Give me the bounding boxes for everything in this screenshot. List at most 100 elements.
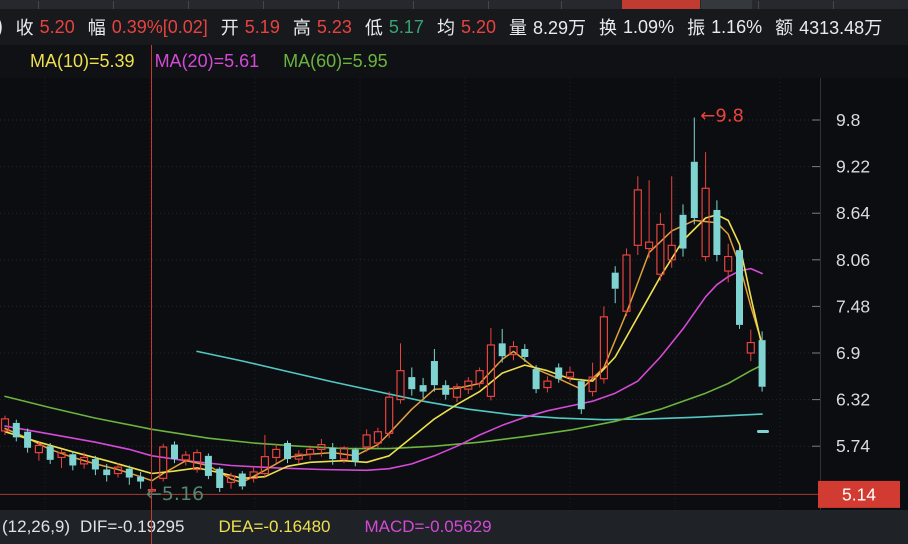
candle-body (396, 370, 405, 401)
tab-divider (113, 1, 114, 9)
tab-divider (413, 1, 414, 9)
tab-divider (561, 1, 562, 9)
candle-body (306, 448, 315, 455)
quote-value-change: 0.39%[0.02] (111, 16, 208, 37)
candle-body (0, 418, 10, 432)
candle-body (656, 223, 665, 275)
quote-label-turnover-rate: 换 (599, 18, 618, 38)
quote-value-open: 5.19 (244, 16, 280, 37)
candle-body (633, 189, 642, 246)
quote-label-high: 高 (292, 18, 311, 38)
quote-label-avg: 均 (436, 18, 455, 38)
candle-body (193, 452, 202, 471)
ma60-legend: MA(60)=5.95 (283, 51, 388, 71)
candle-body (272, 448, 281, 459)
candle-body (46, 446, 54, 460)
quote-label-amount: 额 (775, 18, 794, 38)
quote-value-low: 5.17 (388, 16, 424, 37)
candle-body (464, 380, 473, 390)
candle-body (611, 272, 619, 289)
candle-body (385, 396, 394, 434)
candle-body (736, 250, 743, 325)
candle-body (226, 475, 236, 483)
candle-body (746, 341, 755, 354)
candle-body (249, 471, 258, 479)
candle-body (373, 431, 382, 444)
quote-label-open: 开 (220, 18, 239, 38)
macd-info-bar: (12,26,9) DIF=-0.19295 DEA=-0.16480 MACD… (0, 510, 908, 544)
crosshair-vertical-line (151, 45, 152, 544)
price-annotation: ←5.16 (146, 483, 204, 505)
y-axis-label: 7.48 (836, 296, 870, 316)
macd-macd-value: MACD=-0.05629 (364, 517, 492, 536)
kline-plot[interactable]: 9.8 9.22 8.64 8.06 7.48 6.9 6.32 5.74 5.14 ←9.8 ←5… (0, 78, 908, 510)
last-price-box (818, 480, 900, 508)
candle-body (498, 343, 506, 357)
candle-body (284, 442, 291, 460)
quote-value-amplitude: 1.16% (711, 16, 763, 37)
candle-body (690, 161, 698, 219)
quote-label-low: 低 (364, 18, 383, 38)
y-axis-label: 9.22 (836, 157, 870, 177)
candle-body (509, 345, 518, 356)
active-tab-segment[interactable] (622, 0, 700, 9)
right-edge-dash-marker (757, 430, 769, 433)
quote-label-close: 收 (15, 18, 34, 38)
candle-body (408, 377, 416, 390)
y-axis-label: 5.74 (836, 436, 870, 456)
tab-divider (38, 1, 39, 9)
candle-body (679, 214, 687, 249)
quote-value-volume: 8.29万 (532, 18, 587, 38)
candle-body (125, 468, 133, 478)
candle-body (294, 453, 303, 460)
quote-info-bar: ) 收 5.20 幅 0.39%[0.02] 开 5.19 高 5.23 低 5… (0, 9, 908, 45)
candle-body (713, 209, 721, 255)
candle-body (758, 340, 766, 387)
candle-body (34, 444, 44, 454)
candle-body (159, 446, 168, 479)
candle-body (137, 476, 145, 482)
ma-legend-bar: MA(10)=5.39 MA(20)=5.61 MA(60)=5.95 (0, 45, 908, 78)
candle-body (701, 187, 710, 258)
candle-body (12, 422, 20, 438)
last-price-label: 5.14 (842, 484, 876, 504)
candle-body (339, 447, 349, 460)
quote-label-change: 幅 (87, 18, 106, 38)
candle-body (238, 473, 246, 487)
candle-body (486, 344, 495, 397)
candle-body (69, 454, 77, 466)
y-axis-label: 6.32 (836, 390, 870, 410)
candle-body (667, 244, 676, 261)
tab-divider (263, 1, 264, 9)
candle-body (419, 385, 427, 392)
candle-body (644, 241, 654, 250)
candle-body (260, 456, 269, 475)
candle-body (430, 361, 438, 386)
hovered-tab-segment[interactable] (701, 0, 752, 9)
quote-value-avg: 5.20 (460, 16, 496, 37)
candle-body (555, 367, 563, 379)
candle-body (565, 371, 575, 378)
candle-body (57, 452, 66, 459)
quote-value-close: 5.20 (39, 16, 75, 37)
kline-chart[interactable]: 9.8 9.22 8.64 8.06 7.48 6.9 6.32 5.74 5.14 ←9.8 ←5… (0, 78, 908, 510)
top-tab-strip[interactable] (0, 0, 908, 9)
y-axis-label: 8.64 (836, 203, 870, 223)
candle-body (79, 456, 89, 465)
candle-body (452, 386, 462, 398)
candle-body (588, 376, 597, 393)
candle-body (24, 431, 32, 448)
candle-body (362, 434, 371, 448)
y-axis-label: 6.9 (836, 343, 860, 363)
quote-value-amount: 4313.48万 (799, 18, 883, 38)
long-ma-cyan-line (196, 350, 763, 421)
tab-divider (338, 1, 339, 9)
price-annotation: ←9.8 (700, 106, 744, 127)
candle-body (216, 468, 224, 488)
candle-body (113, 466, 123, 475)
tab-divider (488, 1, 489, 9)
candle-body (543, 380, 552, 389)
quote-value-high: 5.23 (316, 16, 352, 37)
candle-body (317, 443, 326, 451)
